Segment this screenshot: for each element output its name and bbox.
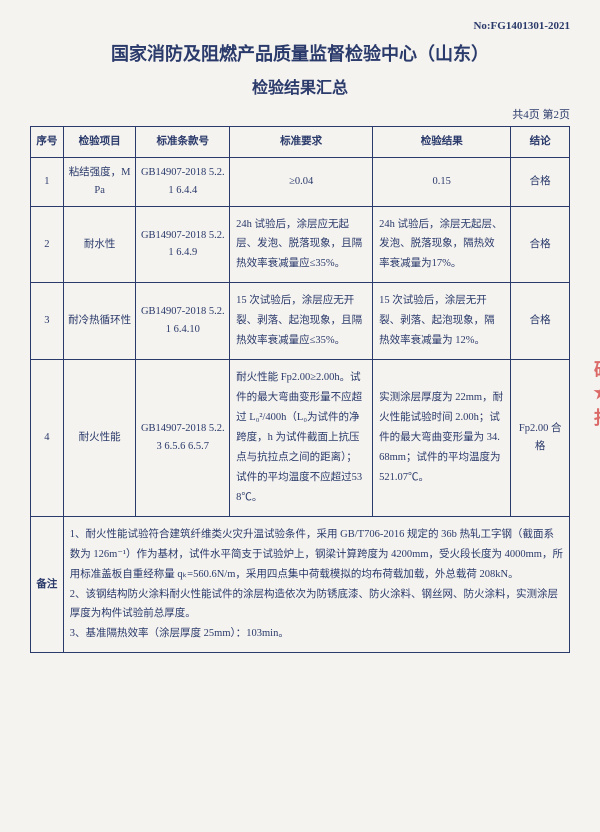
cell-stdno: GB14907-2018 5.2.3 6.5.6 6.5.7 (136, 360, 230, 517)
cell-seq: 4 (31, 360, 64, 517)
org-title: 国家消防及阻燃产品质量监督检验中心（山东） (30, 40, 570, 66)
results-table: 序号 检验项目 标准条款号 标准要求 检验结果 结论 1 粘结强度，MPa GB… (30, 126, 570, 653)
cell-result: 实测涂层厚度为 22mm，耐火性能试验时间 2.00h；试件的最大弯曲变形量为 … (373, 360, 511, 517)
header-seq: 序号 (31, 127, 64, 158)
cell-seq: 1 (31, 157, 64, 206)
cell-stdno: GB14907-2018 5.2.1 6.4.10 (136, 283, 230, 360)
side-stamp: 硕 ★ 报 (589, 360, 600, 426)
cell-req: ≥0.04 (230, 157, 373, 206)
header-result: 检验结果 (373, 127, 511, 158)
cell-item: 耐水性 (63, 206, 136, 283)
cell-conclusion: 合格 (511, 206, 570, 283)
remarks-label: 备注 (31, 516, 64, 653)
cell-conclusion: Fp2.00 合格 (511, 360, 570, 517)
cell-item: 粘结强度，MPa (63, 157, 136, 206)
header-item: 检验项目 (63, 127, 136, 158)
cell-seq: 3 (31, 283, 64, 360)
cell-item: 耐冷热循环性 (63, 283, 136, 360)
table-header-row: 序号 检验项目 标准条款号 标准要求 检验结果 结论 (31, 127, 570, 158)
cell-result: 24h 试验后，涂层无起层、发泡、脱落现象，隔热效率衰减量为17%。 (373, 206, 511, 283)
header-conclusion: 结论 (511, 127, 570, 158)
document-number: No:FG1401301-2021 (30, 20, 570, 32)
page-indicator: 共4页 第2页 (30, 106, 570, 122)
cell-conclusion: 合格 (511, 157, 570, 206)
table-row: 3 耐冷热循环性 GB14907-2018 5.2.1 6.4.10 15 次试… (31, 283, 570, 360)
cell-item: 耐火性能 (63, 360, 136, 517)
remarks-content: 1、耐火性能试验符合建筑纤维类火灾升温试验条件，采用 GB/T706-2016 … (63, 516, 569, 653)
report-title: 检验结果汇总 (30, 74, 570, 98)
cell-conclusion: 合格 (511, 283, 570, 360)
cell-stdno: GB14907-2018 5.2.1 6.4.4 (136, 157, 230, 206)
cell-result: 0.15 (373, 157, 511, 206)
header-stdno: 标准条款号 (136, 127, 230, 158)
cell-seq: 2 (31, 206, 64, 283)
table-row: 2 耐水性 GB14907-2018 5.2.1 6.4.9 24h 试验后，涂… (31, 206, 570, 283)
cell-req: 耐火性能 Fp2.00≥2.00h。试件的最大弯曲变形量不应超过 L₀²/400… (230, 360, 373, 517)
cell-req: 15 次试验后，涂层应无开裂、剥落、起泡现象，且隔热效率衰减量应≤35%。 (230, 283, 373, 360)
header-req: 标准要求 (230, 127, 373, 158)
cell-req: 24h 试验后，涂层应无起层、发泡、脱落现象，且隔热效率衰减量应≤35%。 (230, 206, 373, 283)
table-row: 1 粘结强度，MPa GB14907-2018 5.2.1 6.4.4 ≥0.0… (31, 157, 570, 206)
cell-stdno: GB14907-2018 5.2.1 6.4.9 (136, 206, 230, 283)
cell-result: 15 次试验后，涂层无开裂、剥落、起泡现象，隔热效率衰减量为 12%。 (373, 283, 511, 360)
table-row: 4 耐火性能 GB14907-2018 5.2.3 6.5.6 6.5.7 耐火… (31, 360, 570, 517)
remarks-row: 备注 1、耐火性能试验符合建筑纤维类火灾升温试验条件，采用 GB/T706-20… (31, 516, 570, 653)
